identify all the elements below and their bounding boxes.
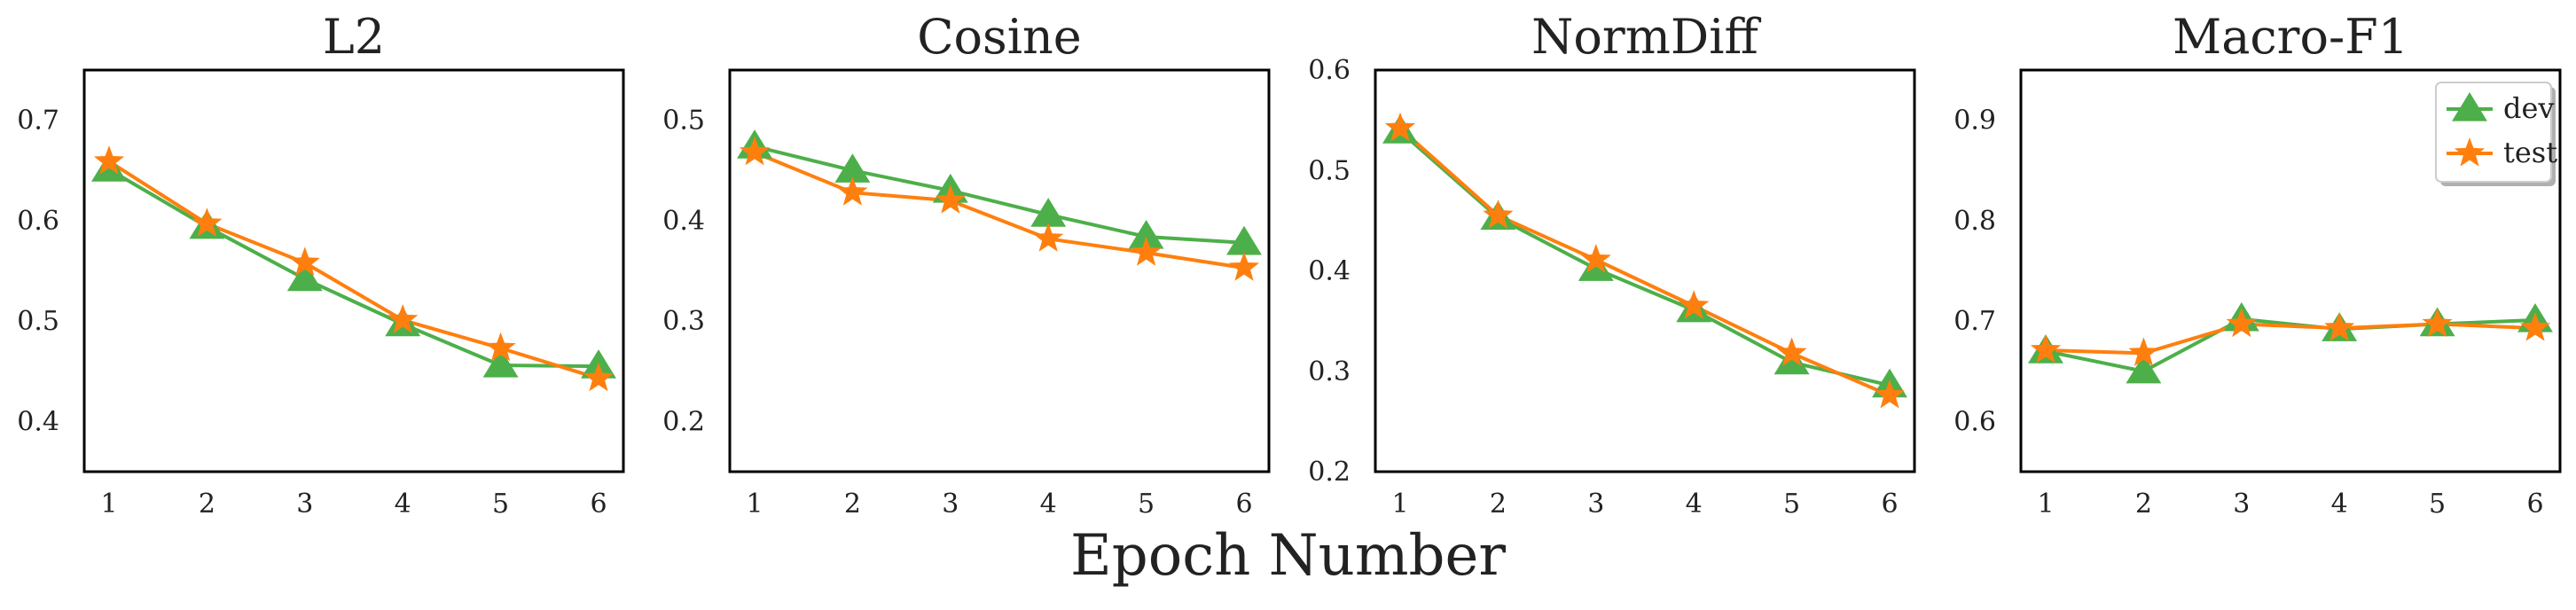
y-tick-label: 0.6 <box>1308 55 1351 86</box>
point-test <box>1580 244 1611 273</box>
legend-label-dev: dev <box>2503 91 2555 125</box>
y-tick-label: 0.6 <box>1954 406 1996 437</box>
point-test <box>1384 112 1416 142</box>
point-test <box>1033 223 1064 252</box>
x-tick-label: 1 <box>746 489 763 520</box>
x-tick-label: 5 <box>2429 489 2446 520</box>
x-tick-label: 3 <box>942 489 959 520</box>
x-tick-label: 3 <box>2233 489 2250 520</box>
subplot-3: NormDiff 0.2 0.3 0.4 0.5 0.6 1 2 3 4 5 6 <box>1308 9 1916 520</box>
point-test <box>739 136 771 166</box>
subplot-title: L2 <box>323 9 385 65</box>
point-test <box>2226 308 2257 338</box>
point-dev <box>1578 252 1614 281</box>
x-tick-label: 5 <box>1138 489 1155 520</box>
y-tick-label: 0.5 <box>17 306 59 337</box>
point-dev <box>286 262 323 292</box>
subplot-1: L2 0.4 0.5 0.6 0.7 1 2 3 4 5 6 <box>17 9 625 520</box>
x-tick-label: 3 <box>296 489 313 520</box>
y-tick-label: 0.4 <box>1308 256 1351 287</box>
x-tick-label: 4 <box>2331 489 2348 520</box>
y-tick-label: 0.8 <box>1954 206 1996 237</box>
x-tick-label: 4 <box>1686 489 1703 520</box>
point-dev <box>834 153 871 183</box>
axes-frame <box>82 68 625 473</box>
y-tick-label: 0.4 <box>17 406 59 437</box>
point-test <box>583 362 615 392</box>
x-tick-label: 2 <box>1490 489 1507 520</box>
x-tick-label: 6 <box>1881 489 1898 520</box>
point-dev <box>2126 354 2162 384</box>
axes-frame <box>728 68 1271 473</box>
y-tick-label: 0.3 <box>662 306 705 337</box>
point-test <box>192 207 223 237</box>
x-tick-label: 2 <box>844 489 861 520</box>
subplot-title: Cosine <box>917 9 1082 65</box>
series-line-test <box>1398 127 1891 397</box>
subplot-title: Macro-F1 <box>2173 9 2408 65</box>
point-test <box>837 176 868 206</box>
y-tick-label: 0.6 <box>17 206 59 237</box>
point-test <box>1874 379 1906 409</box>
x-tick-label: 4 <box>1040 489 1057 520</box>
series-line-test <box>2045 322 2536 356</box>
point-test <box>1776 337 1807 366</box>
point-test <box>2422 308 2453 338</box>
subplot-4: Macro-F1 0.6 0.7 0.8 0.9 1 2 3 4 5 6 dev test <box>1954 9 2562 520</box>
x-tick-label: 1 <box>1391 489 1408 520</box>
x-tick-label: 3 <box>1587 489 1604 520</box>
point-test <box>388 304 419 333</box>
y-tick-label: 0.5 <box>1308 155 1351 186</box>
point-test <box>289 246 320 276</box>
point-test <box>935 184 966 214</box>
point-test <box>1483 199 1514 229</box>
x-tick-label: 6 <box>1235 489 1252 520</box>
y-tick-label: 0.4 <box>662 206 705 237</box>
point-test <box>2324 312 2355 341</box>
y-tick-label: 0.2 <box>662 406 705 437</box>
axes-frame <box>2019 68 2562 473</box>
x-tick-label: 1 <box>2037 489 2054 520</box>
legend-label-test: test <box>2503 136 2557 169</box>
point-dev <box>1226 225 1262 255</box>
x-tick-label: 6 <box>2526 489 2543 520</box>
y-tick-label: 0.7 <box>17 106 59 137</box>
point-test <box>2030 334 2062 364</box>
point-test <box>2128 337 2159 366</box>
series-line-test <box>754 151 1245 270</box>
x-tick-label: 1 <box>100 489 117 520</box>
x-tick-label: 5 <box>492 489 509 520</box>
axes-frame <box>1374 68 1916 473</box>
x-tick-label: 6 <box>590 489 607 520</box>
point-test <box>485 332 516 362</box>
y-tick-label: 0.9 <box>1954 106 1996 137</box>
x-tick-label: 2 <box>199 489 215 520</box>
y-tick-label: 0.2 <box>1308 457 1351 488</box>
x-tick-label: 2 <box>2135 489 2152 520</box>
point-test <box>1679 290 1710 319</box>
y-tick-label: 0.7 <box>1954 306 1996 337</box>
point-test <box>1131 237 1162 266</box>
point-dev <box>1128 219 1164 249</box>
legend-marker-test <box>2454 137 2486 167</box>
subplot-2: Cosine 0.2 0.3 0.4 0.5 1 2 3 4 5 6 <box>662 9 1271 520</box>
series-line-test <box>107 160 599 380</box>
point-test <box>1228 252 1260 281</box>
x-tick-label: 4 <box>395 489 411 520</box>
legend-marker-dev <box>2452 92 2487 121</box>
x-tick-label: 5 <box>1783 489 1800 520</box>
series-line-dev <box>754 145 1245 245</box>
point-dev <box>482 348 519 378</box>
point-test <box>93 145 125 175</box>
series-line-dev <box>1398 129 1891 387</box>
x-axis-label: Epoch Number <box>1070 523 1506 589</box>
subplot-title: NormDiff <box>1531 9 1761 65</box>
y-tick-label: 0.5 <box>662 106 705 137</box>
legend: dev test <box>2435 82 2557 186</box>
point-dev <box>1030 198 1067 227</box>
series-line-dev <box>107 168 599 369</box>
y-tick-label: 0.3 <box>1308 356 1351 387</box>
point-test <box>2519 312 2551 341</box>
